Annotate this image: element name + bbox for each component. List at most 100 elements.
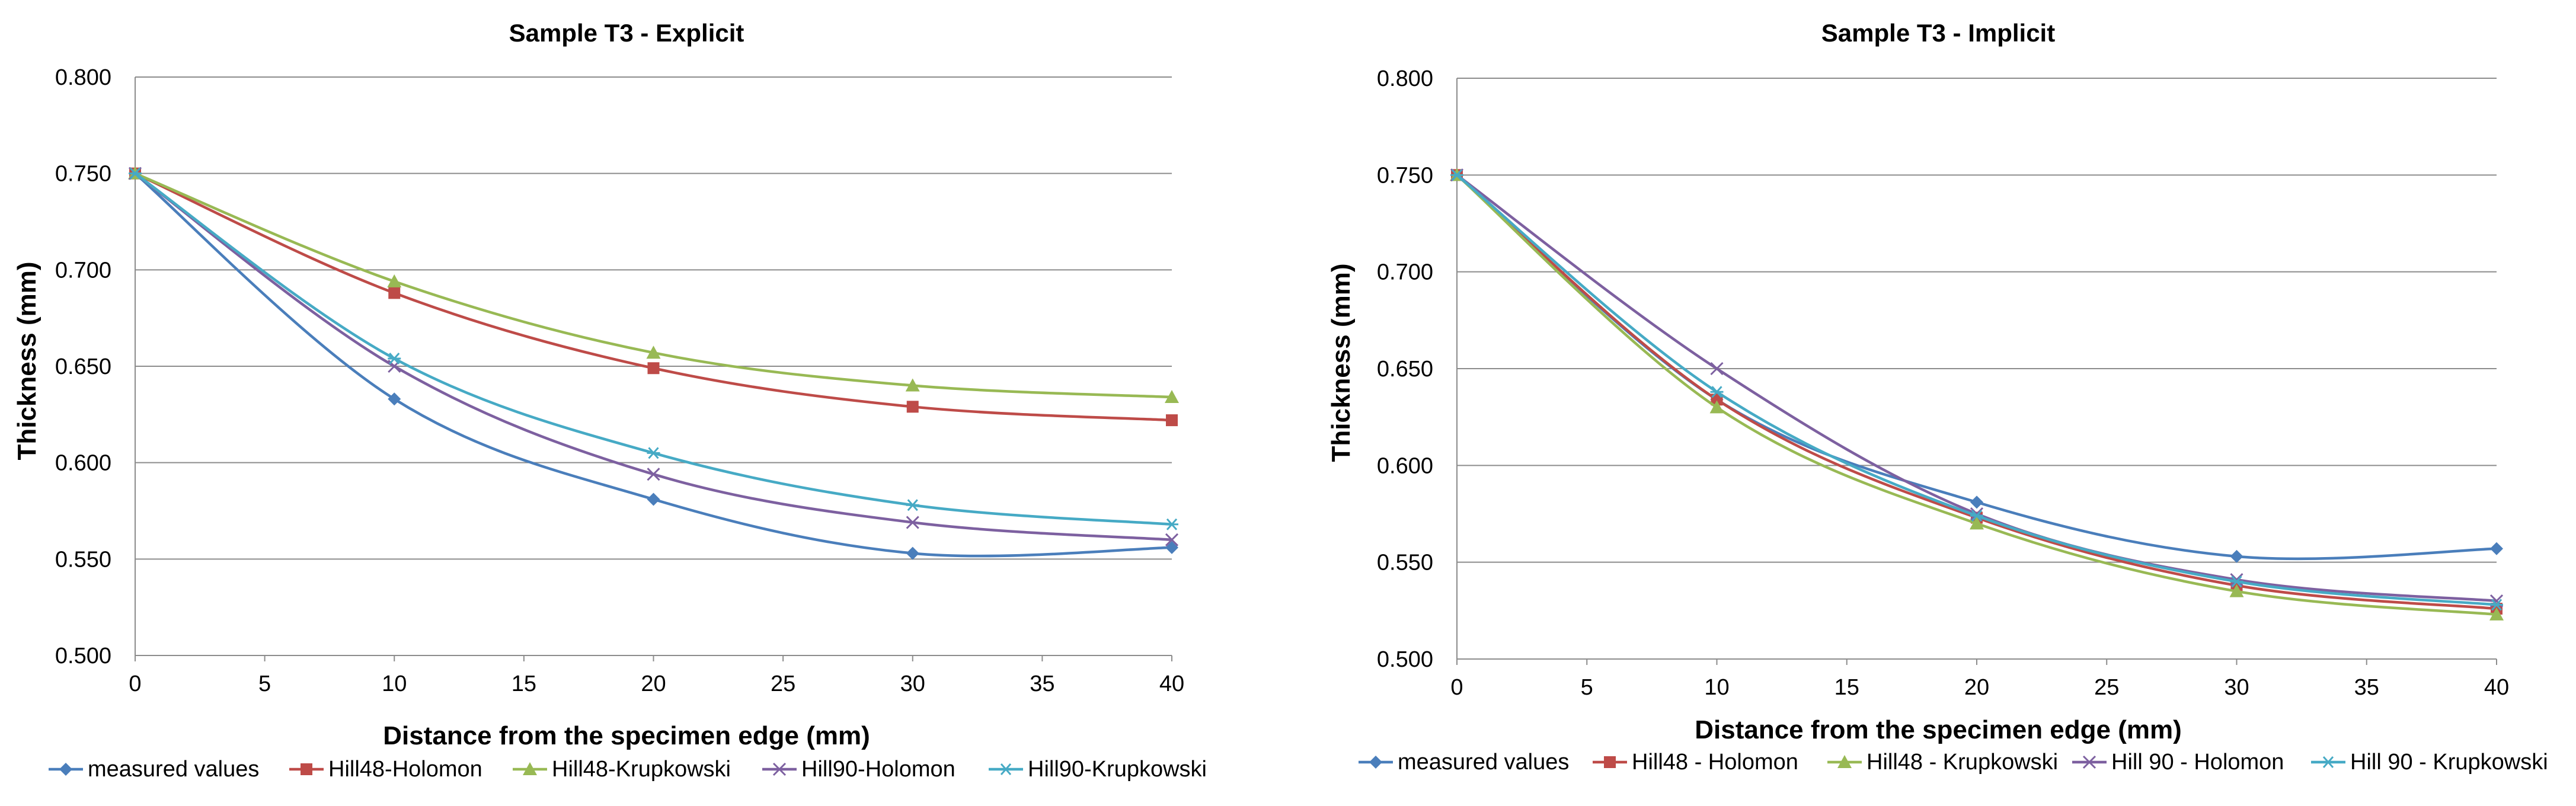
- legend-marker: [2082, 755, 2096, 769]
- legend-label: Hill90-Krupkowski: [1028, 757, 1207, 782]
- series-hill90-krupkowski: [129, 167, 1178, 530]
- data-point: [647, 362, 660, 375]
- data-point: [906, 546, 919, 560]
- legend-label: Hill 90 - Holomon: [2111, 750, 2284, 775]
- x-tick-label: 20: [1964, 675, 1989, 700]
- series-group: [128, 166, 1179, 560]
- legend-item: Hill48 - Krupkowski: [1827, 750, 2058, 775]
- x-tick-label: 5: [1581, 675, 1593, 700]
- legend-item: measured values: [1359, 750, 1569, 775]
- chart-implicit: Sample T3 - Implicit 0.500 0.550 0.600 0.65…: [1327, 19, 2548, 775]
- legend-marker: [301, 763, 312, 775]
- data-point: [2230, 549, 2243, 563]
- chart-title: Sample T3 - Explicit: [509, 19, 744, 47]
- series-hill-90-holomon: [1450, 168, 2504, 608]
- y-tick-label: 0.600: [55, 451, 111, 476]
- axes: [1456, 78, 2497, 665]
- legend-item: Hill 90 - Holomon: [2072, 750, 2284, 775]
- legend: measured values Hill48 - Holomon Hill48 - …: [1359, 750, 2548, 775]
- legend-item: Hill90-Holomon: [762, 757, 955, 782]
- legend-item: Hill90-Krupkowski: [989, 757, 1207, 782]
- series-line: [1456, 174, 2497, 610]
- y-tick-label: 0.650: [1377, 357, 1433, 382]
- y-axis-title: Thickness (mm): [1327, 264, 1356, 462]
- legend-label: measured values: [88, 757, 259, 782]
- legend-marker: [2322, 756, 2335, 768]
- legend-marker: [772, 762, 787, 776]
- data-point: [1165, 540, 1178, 554]
- data-point: [387, 274, 402, 287]
- chart-explicit: Sample T3 - Explicit 0.500 0.550 0.600 0.65…: [12, 19, 1207, 782]
- x-tick-labels: 0 5 10 15 20 25 30 35 40: [1450, 675, 2509, 700]
- series-measured-values: [1450, 168, 2503, 563]
- y-tick-labels: 0.500 0.550 0.600 0.650 0.700 0.750 0.800: [55, 65, 111, 669]
- y-tick-label: 0.550: [1377, 551, 1433, 575]
- legend-marker: [523, 762, 537, 775]
- x-tick-label: 35: [2354, 675, 2379, 700]
- x-tick-label: 10: [1704, 675, 1729, 700]
- data-point: [1709, 400, 1724, 414]
- data-point: [2490, 599, 2503, 611]
- legend-item: Hill48 - Holomon: [1593, 750, 1798, 775]
- legend-marker: [999, 763, 1012, 775]
- y-tick-label: 0.800: [55, 65, 111, 90]
- series-hill-90-krupkowski: [1450, 169, 2503, 611]
- data-point: [1165, 533, 1179, 546]
- data-point: [1970, 495, 1983, 509]
- data-point: [1710, 386, 1724, 398]
- data-point: [1166, 414, 1178, 427]
- legend-marker: [1604, 756, 1616, 768]
- legend-label: Hill48-Krupkowski: [552, 757, 731, 782]
- data-point: [1450, 169, 1463, 181]
- x-tick-label: 10: [382, 671, 407, 696]
- data-point: [388, 287, 401, 299]
- legend-item: measured values: [49, 757, 259, 782]
- y-tick-label: 0.700: [1377, 260, 1433, 285]
- x-tick-labels: 0 5 10 15 20 25 30 35 40: [129, 671, 1184, 696]
- data-point: [905, 378, 920, 392]
- y-tick-label: 0.750: [1377, 163, 1433, 188]
- x-tick-label: 15: [512, 671, 536, 696]
- data-point: [388, 392, 401, 406]
- x-tick-label: 15: [1834, 675, 1859, 700]
- y-axis-title: Thickness (mm): [12, 262, 41, 460]
- data-point: [647, 447, 660, 459]
- data-point: [129, 167, 142, 180]
- series-line: [134, 172, 1172, 558]
- gridlines: [1457, 78, 2497, 563]
- data-point: [2489, 607, 2504, 621]
- series-hill48-krupkowski: [1450, 168, 2504, 621]
- data-point: [2230, 575, 2243, 588]
- data-point: [1710, 362, 1724, 376]
- series-line: [134, 172, 1172, 542]
- x-tick-label: 30: [900, 671, 925, 696]
- x-tick-label: 0: [1450, 675, 1463, 700]
- legend-item: Hill48-Holomon: [289, 757, 482, 782]
- data-point: [647, 492, 660, 506]
- series-hill48-holomon: [129, 167, 1178, 427]
- y-tick-label: 0.500: [55, 644, 111, 669]
- series-hill48-holomon: [1451, 169, 2503, 615]
- legend-label: Hill 90 - Krupkowski: [2350, 750, 2548, 775]
- data-point: [2229, 584, 2244, 597]
- legend: measured values Hill48-Holomon Hill48-Krup…: [49, 757, 1207, 782]
- data-point: [1165, 518, 1178, 530]
- legend-label: Hill48 - Holomon: [1632, 750, 1798, 775]
- data-point: [1970, 516, 1984, 530]
- x-tick-label: 40: [2484, 675, 2509, 700]
- x-tick-label: 40: [1159, 671, 1184, 696]
- legend-label: measured values: [1398, 750, 1569, 775]
- y-tick-label: 0.800: [1377, 66, 1433, 91]
- legend-label: Hill90-Holomon: [801, 757, 955, 782]
- x-tick-label: 25: [771, 671, 795, 696]
- data-point: [1711, 394, 1723, 406]
- data-point: [1970, 510, 1983, 522]
- legend-label: Hill48-Holomon: [328, 757, 482, 782]
- legend-label: Hill48 - Krupkowski: [1867, 750, 2058, 775]
- data-point: [906, 499, 919, 511]
- x-tick-label: 25: [2094, 675, 2119, 700]
- chart-title: Sample T3 - Implicit: [1821, 19, 2055, 47]
- data-point: [1165, 390, 1179, 404]
- y-tick-labels: 0.500 0.550 0.600 0.650 0.700 0.750 0.800: [1377, 66, 1433, 672]
